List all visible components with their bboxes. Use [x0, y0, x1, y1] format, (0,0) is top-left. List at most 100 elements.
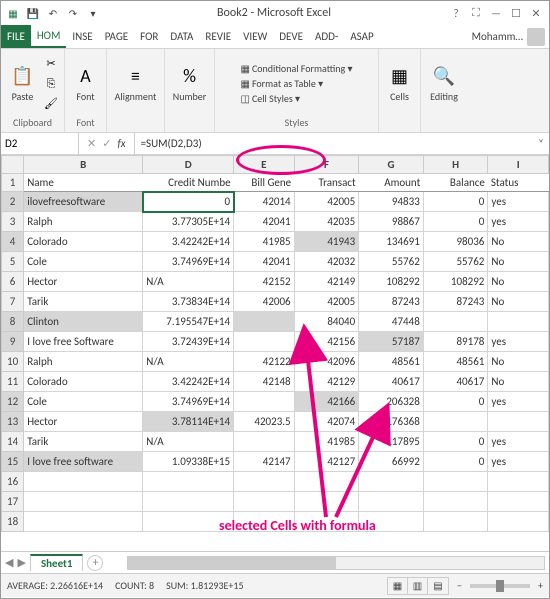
cell-3-0[interactable]: Ralph [24, 212, 143, 232]
cell-16-0[interactable] [24, 472, 143, 492]
cell-16-3[interactable] [294, 472, 359, 492]
cell-4-0[interactable]: Colorado [24, 232, 143, 252]
ribbon-display-icon[interactable]: ⛶ [467, 5, 485, 21]
cell-14-1[interactable]: N/A [143, 432, 234, 452]
cut-icon[interactable]: ✂ [42, 55, 60, 73]
tab-file[interactable]: FILE [1, 25, 31, 48]
cell-11-1[interactable]: 3.42242E+14 [143, 372, 234, 392]
cell-9-5[interactable]: 89178 [423, 332, 488, 352]
cell-10-0[interactable]: Ralph [24, 352, 143, 372]
cell-2-3[interactable]: 42005 [294, 192, 359, 212]
header-credit-numbe[interactable]: Credit Numbe [143, 174, 234, 192]
header-balance[interactable]: Balance [423, 174, 488, 192]
row-header-14[interactable]: 14 [2, 432, 24, 452]
cell-17-2[interactable] [234, 492, 295, 512]
cell-2-0[interactable]: ilovefreesoftware [24, 192, 143, 212]
cell-13-5[interactable] [423, 412, 488, 432]
cell-6-1[interactable]: N/A [143, 272, 234, 292]
cell-17-5[interactable] [423, 492, 488, 512]
cell-4-6[interactable]: No [488, 232, 549, 252]
row-header-18[interactable]: 18 [2, 512, 24, 532]
format-as-table-button[interactable]: ▦Format as Table ▾ [240, 77, 352, 90]
cell-7-4[interactable]: 87243 [359, 292, 424, 312]
expand-formula-bar[interactable]: ˅ [533, 137, 549, 150]
row-header-11[interactable]: 11 [2, 372, 24, 392]
cell-10-3[interactable]: 42096 [294, 352, 359, 372]
cell-4-4[interactable]: 134691 [359, 232, 424, 252]
cell-13-6[interactable] [488, 412, 549, 432]
tab-page-layout[interactable]: PAGE [99, 25, 134, 48]
cell-6-4[interactable]: 108292 [359, 272, 424, 292]
cells-button[interactable]: ▦Cells [383, 54, 416, 114]
cell-11-0[interactable]: Colorado [24, 372, 143, 392]
cell-11-3[interactable]: 42129 [294, 372, 359, 392]
cell-9-4[interactable]: 57187 [359, 332, 424, 352]
row-header-3[interactable]: 3 [2, 212, 24, 232]
row-header-12[interactable]: 12 [2, 392, 24, 412]
cell-10-2[interactable]: 42122 [234, 352, 295, 372]
cell-10-4[interactable]: 48561 [359, 352, 424, 372]
user-account[interactable]: Mohamm… [472, 25, 549, 48]
cell-5-2[interactable]: 42041 [234, 252, 295, 272]
cell-15-2[interactable]: 42147 [234, 452, 295, 472]
page-layout-icon[interactable]: ▥ [408, 578, 428, 594]
row-header-1[interactable]: 1 [2, 174, 24, 192]
tab-asap[interactable]: ASAP [344, 25, 379, 48]
prev-sheet-icon[interactable]: ◀ [5, 556, 13, 569]
row-header-13[interactable]: 13 [2, 412, 24, 432]
cell-3-3[interactable]: 42035 [294, 212, 359, 232]
cell-9-0[interactable]: I love free Software [24, 332, 143, 352]
maximize-button[interactable]: ☐ [507, 5, 525, 21]
cell-15-5[interactable]: 0 [423, 452, 488, 472]
cell-8-4[interactable]: 47448 [359, 312, 424, 332]
row-header-9[interactable]: 9 [2, 332, 24, 352]
formula-input[interactable]: =SUM(D2,D3) [135, 133, 533, 154]
cell-6-5[interactable]: 108292 [423, 272, 488, 292]
row-header-6[interactable]: 6 [2, 272, 24, 292]
cell-14-5[interactable]: 0 [423, 432, 488, 452]
cell-11-5[interactable]: 40617 [423, 372, 488, 392]
cell-4-1[interactable]: 3.42242E+14 [143, 232, 234, 252]
tab-home[interactable]: HOM [31, 25, 67, 48]
alignment-button[interactable]: ≡Alignment [116, 54, 156, 114]
zoom-thumb[interactable] [496, 580, 504, 592]
cell-18-3[interactable] [294, 512, 359, 532]
cell-18-0[interactable] [24, 512, 143, 532]
cell-9-3[interactable]: 42156 [294, 332, 359, 352]
header-amount[interactable]: Amount [359, 174, 424, 192]
cell-17-4[interactable] [359, 492, 424, 512]
header-name[interactable]: Name [24, 174, 143, 192]
cell-10-5[interactable]: 48561 [423, 352, 488, 372]
tab-insert[interactable]: INSE [66, 25, 98, 48]
cell-2-6[interactable]: yes [488, 192, 549, 212]
spreadsheet-grid[interactable]: BDEFGHI1NameCredit NumbeBill GeneTransac… [1, 155, 549, 532]
col-header-I[interactable]: I [488, 156, 549, 174]
normal-view-icon[interactable]: ▦ [388, 578, 408, 594]
cell-8-2[interactable] [234, 312, 295, 332]
cell-3-5[interactable]: 0 [423, 212, 488, 232]
zoom-out-button[interactable]: − [457, 579, 462, 592]
cell-16-6[interactable] [488, 472, 549, 492]
qat-dropdown[interactable]: ▾ [85, 5, 101, 21]
header-status[interactable]: Status [488, 174, 549, 192]
cell-5-4[interactable]: 55762 [359, 252, 424, 272]
editing-button[interactable]: 🔍Editing [425, 54, 463, 114]
number-button[interactable]: %Number [170, 54, 210, 114]
cell-10-6[interactable]: No [488, 352, 549, 372]
tab-addins[interactable]: ADD- [309, 25, 344, 48]
cell-12-5[interactable]: 0 [423, 392, 488, 412]
cell-18-6[interactable] [488, 512, 549, 532]
row-header-16[interactable]: 16 [2, 472, 24, 492]
row-header-5[interactable]: 5 [2, 252, 24, 272]
conditional-formatting-button[interactable]: ▦Conditional Formatting ▾ [240, 62, 352, 75]
cell-2-5[interactable]: 0 [423, 192, 488, 212]
cell-13-0[interactable]: Hector [24, 412, 143, 432]
tab-review[interactable]: REVIE [199, 25, 237, 48]
cell-16-5[interactable] [423, 472, 488, 492]
row-header-2[interactable]: 2 [2, 192, 24, 212]
cell-12-4[interactable]: 206328 [359, 392, 424, 412]
cell-2-4[interactable]: 94833 [359, 192, 424, 212]
cell-18-2[interactable] [234, 512, 295, 532]
cell-17-1[interactable] [143, 492, 234, 512]
next-sheet-icon[interactable]: ▶ [17, 556, 25, 569]
